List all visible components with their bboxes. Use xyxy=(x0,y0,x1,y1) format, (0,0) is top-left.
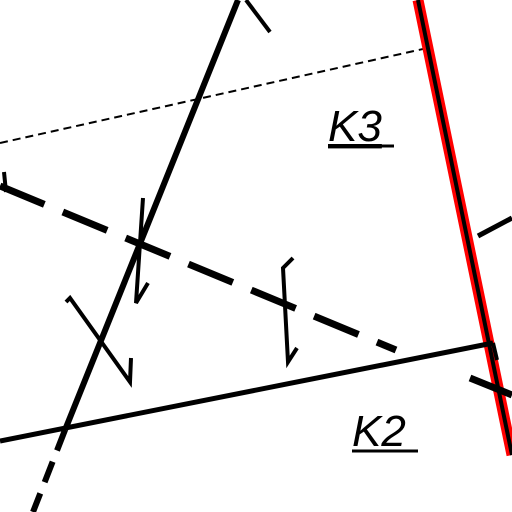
break-mark-2 xyxy=(280,256,299,369)
boundary-tick xyxy=(476,215,512,239)
label-k2: K2 xyxy=(352,407,406,456)
left-edge-tick xyxy=(2,171,8,193)
lower-solid-tick xyxy=(491,342,499,361)
lower-solid-line xyxy=(0,340,494,444)
break-mark-3 xyxy=(64,294,133,388)
diagonal-dashed-line xyxy=(30,428,68,512)
thick-dashed-line xyxy=(0,182,398,354)
break-mark-1 xyxy=(134,197,150,305)
label-k3: K3 xyxy=(328,102,382,151)
top-tick-mark xyxy=(244,0,272,34)
red-boundary-core xyxy=(416,0,512,456)
dashed-thin-line xyxy=(0,46,433,144)
diagonal-solid-line xyxy=(62,0,241,432)
thick-dashed-end xyxy=(468,374,512,399)
